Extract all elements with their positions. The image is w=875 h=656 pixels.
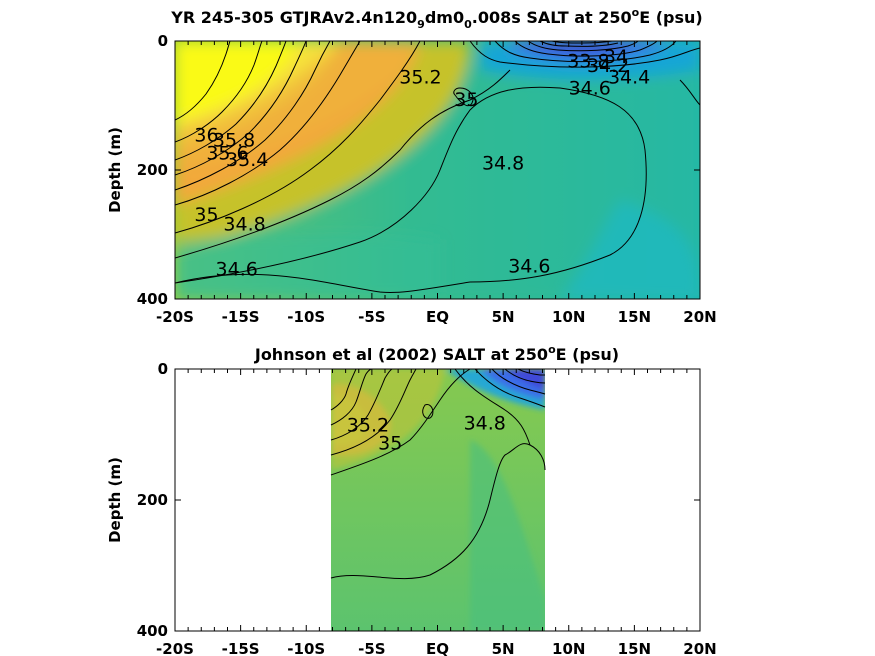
bottom-x-tick-label: EQ [426, 640, 449, 656]
top-y-tick-labels: 0 200 400 [137, 32, 168, 308]
top-contour-label: 35 [194, 204, 218, 226]
bottom-x-tick-label: -10S [287, 640, 325, 656]
top-x-tick-labels: -20S -15S -10S -5S EQ 5N 10N 15N 20N [156, 308, 717, 326]
top-heatmap-field [175, 41, 700, 299]
top-x-tick-label: 5N [492, 308, 515, 326]
top-x-ticks [174, 40, 701, 300]
top-x-tick-label: 15N [618, 308, 651, 326]
bottom-x-tick-label: -5S [358, 640, 385, 656]
top-panel-title: YR 245-305 GTJRAv2.4n1209dm00.008s SALT … [170, 6, 702, 31]
top-x-tick-label: -5S [358, 308, 385, 326]
bottom-x-tick-label: 5N [492, 640, 515, 656]
top-contour-label: 36 [194, 125, 218, 147]
bottom-x-tick-label: -20S [156, 640, 194, 656]
top-x-tick-label: -20S [156, 308, 194, 326]
top-y-tick-label: 0 [158, 32, 168, 50]
bottom-x-tick-labels: -20S -15S -10S -5S EQ 5N 10N 15N 20N [156, 640, 717, 656]
bottom-contour-label: 35.2 [347, 415, 389, 437]
top-y-tick-label: 400 [137, 290, 168, 308]
bottom-x-tick-label: -15S [222, 640, 260, 656]
bottom-panel: Johnson et al (2002) SALT at 250oE (psu) [106, 343, 717, 656]
bottom-contour-labels: 35.235 34.8 [347, 413, 506, 455]
top-contour-label: 34.8 [223, 214, 265, 236]
bottom-x-ticks [174, 368, 701, 632]
bottom-x-tick-label: 20N [683, 640, 716, 656]
bottom-heatmap-field [175, 369, 700, 631]
top-contour-lines [175, 41, 700, 293]
top-contour-label: 35 [454, 89, 478, 111]
bottom-y-tick-label: 0 [158, 360, 168, 378]
bottom-y-tick-label: 200 [137, 491, 168, 509]
top-contour-label: 34.2 [587, 55, 629, 77]
top-panel: YR 245-305 GTJRAv2.4n1209dm00.008s SALT … [106, 6, 717, 326]
bottom-y-axis-label: Depth (m) [106, 457, 124, 543]
top-contour-label: 35.6 [206, 143, 248, 165]
top-x-tick-label: -10S [287, 308, 325, 326]
top-contour-label: 34.6 [216, 259, 258, 281]
bottom-contour-label: 35 [378, 432, 402, 454]
top-contour-label: 34.8 [482, 152, 524, 174]
top-contour-label: 35.2 [399, 66, 441, 88]
top-contour-label: 34.6 [508, 255, 550, 277]
bottom-y-tick-labels: 0 200 400 [137, 360, 168, 640]
top-y-tick-label: 200 [137, 161, 168, 179]
top-contour-label: 33.8 [567, 50, 609, 72]
top-contour-label: 34.6 [569, 77, 611, 99]
bottom-y-tick-label: 400 [137, 622, 168, 640]
top-contour-label: 34 [604, 46, 628, 68]
bottom-contour-lines [330, 369, 546, 580]
bottom-panel-title: Johnson et al (2002) SALT at 250oE (psu) [254, 343, 619, 364]
top-contour-label: 34.4 [608, 66, 650, 88]
top-contour-label: 35.8 [213, 130, 255, 152]
bottom-contour-label: 34.8 [464, 413, 506, 435]
top-x-tick-label: 10N [552, 308, 585, 326]
bottom-x-tick-label: 15N [618, 640, 651, 656]
top-x-tick-label: 20N [683, 308, 716, 326]
bottom-x-tick-label: 10N [552, 640, 585, 656]
top-contour-label: 35.4 [226, 149, 268, 171]
top-y-axis-label: Depth (m) [106, 127, 124, 213]
top-x-tick-label: -15S [222, 308, 260, 326]
top-x-tick-label: EQ [426, 308, 449, 326]
